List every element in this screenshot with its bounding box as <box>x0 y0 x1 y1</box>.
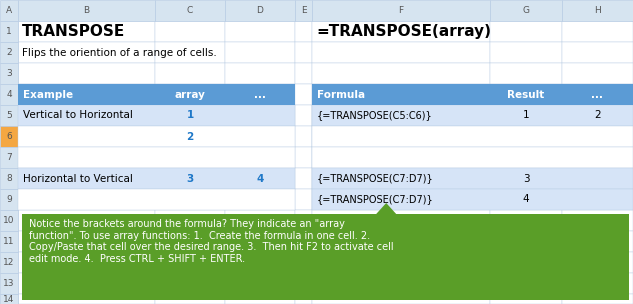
FancyBboxPatch shape <box>295 126 312 147</box>
Text: Vertical to Horizontal: Vertical to Horizontal <box>23 110 133 120</box>
FancyBboxPatch shape <box>225 231 295 252</box>
FancyBboxPatch shape <box>155 231 225 252</box>
Text: E: E <box>301 6 306 15</box>
FancyBboxPatch shape <box>155 147 225 168</box>
FancyBboxPatch shape <box>18 252 155 273</box>
FancyBboxPatch shape <box>295 147 312 168</box>
FancyBboxPatch shape <box>312 252 490 273</box>
Text: 2: 2 <box>6 48 12 57</box>
FancyBboxPatch shape <box>295 0 312 21</box>
FancyBboxPatch shape <box>562 105 633 126</box>
FancyBboxPatch shape <box>562 84 633 105</box>
FancyBboxPatch shape <box>18 21 155 42</box>
FancyBboxPatch shape <box>562 168 633 189</box>
FancyBboxPatch shape <box>18 84 155 105</box>
FancyBboxPatch shape <box>312 210 490 231</box>
FancyBboxPatch shape <box>490 42 562 63</box>
Text: 7: 7 <box>6 153 12 162</box>
FancyBboxPatch shape <box>0 42 18 63</box>
Text: 1: 1 <box>523 110 529 120</box>
FancyBboxPatch shape <box>18 126 155 147</box>
FancyBboxPatch shape <box>0 231 18 252</box>
FancyBboxPatch shape <box>312 147 490 168</box>
FancyBboxPatch shape <box>0 294 18 304</box>
FancyBboxPatch shape <box>312 105 490 126</box>
FancyBboxPatch shape <box>225 0 295 21</box>
Text: Example: Example <box>23 89 73 99</box>
Text: 2: 2 <box>594 110 601 120</box>
Text: B: B <box>84 6 89 15</box>
FancyBboxPatch shape <box>490 231 562 252</box>
FancyBboxPatch shape <box>18 189 295 210</box>
Text: D: D <box>256 6 263 15</box>
FancyBboxPatch shape <box>0 105 18 126</box>
FancyBboxPatch shape <box>225 63 295 84</box>
Text: 12: 12 <box>3 258 15 267</box>
Text: Horizontal to Vertical: Horizontal to Vertical <box>23 174 133 184</box>
FancyBboxPatch shape <box>490 147 562 168</box>
FancyBboxPatch shape <box>225 42 295 63</box>
FancyBboxPatch shape <box>225 21 295 42</box>
Text: 3: 3 <box>523 174 529 184</box>
FancyBboxPatch shape <box>155 63 225 84</box>
FancyBboxPatch shape <box>312 0 490 21</box>
FancyBboxPatch shape <box>312 168 490 189</box>
FancyBboxPatch shape <box>18 0 155 21</box>
FancyBboxPatch shape <box>0 273 18 294</box>
FancyBboxPatch shape <box>155 189 225 210</box>
FancyBboxPatch shape <box>490 126 562 147</box>
FancyBboxPatch shape <box>18 105 155 126</box>
FancyBboxPatch shape <box>225 105 295 126</box>
FancyBboxPatch shape <box>18 168 155 189</box>
FancyBboxPatch shape <box>155 21 225 42</box>
FancyBboxPatch shape <box>312 105 633 126</box>
FancyBboxPatch shape <box>225 294 295 304</box>
FancyBboxPatch shape <box>295 84 312 105</box>
FancyBboxPatch shape <box>18 273 155 294</box>
FancyBboxPatch shape <box>155 105 225 126</box>
FancyBboxPatch shape <box>18 126 295 147</box>
FancyBboxPatch shape <box>295 273 312 294</box>
Text: 6: 6 <box>6 132 12 141</box>
FancyBboxPatch shape <box>490 84 562 105</box>
FancyBboxPatch shape <box>18 168 295 189</box>
FancyBboxPatch shape <box>225 126 295 147</box>
FancyBboxPatch shape <box>0 252 18 273</box>
FancyBboxPatch shape <box>295 231 312 252</box>
FancyBboxPatch shape <box>0 126 18 147</box>
Polygon shape <box>376 203 396 214</box>
FancyBboxPatch shape <box>312 84 490 105</box>
Text: TRANSPOSE: TRANSPOSE <box>22 24 125 39</box>
FancyBboxPatch shape <box>0 21 18 42</box>
FancyBboxPatch shape <box>312 147 633 168</box>
FancyBboxPatch shape <box>155 273 225 294</box>
FancyBboxPatch shape <box>295 63 312 84</box>
FancyBboxPatch shape <box>18 84 295 105</box>
FancyBboxPatch shape <box>562 294 633 304</box>
FancyBboxPatch shape <box>18 105 295 126</box>
Text: ...: ... <box>254 89 266 99</box>
FancyBboxPatch shape <box>225 168 295 189</box>
FancyBboxPatch shape <box>18 147 155 168</box>
FancyBboxPatch shape <box>312 63 490 84</box>
FancyBboxPatch shape <box>490 105 562 126</box>
Text: C: C <box>187 6 193 15</box>
FancyBboxPatch shape <box>18 210 155 231</box>
Text: 14: 14 <box>3 295 15 303</box>
Text: A: A <box>6 6 12 15</box>
FancyBboxPatch shape <box>155 294 225 304</box>
FancyBboxPatch shape <box>225 84 295 105</box>
FancyBboxPatch shape <box>562 189 633 210</box>
FancyBboxPatch shape <box>490 63 562 84</box>
Text: H: H <box>594 6 601 15</box>
Text: Notice the brackets around the formula? They indicate an "array
function". To us: Notice the brackets around the formula? … <box>29 219 394 264</box>
FancyBboxPatch shape <box>490 0 562 21</box>
FancyBboxPatch shape <box>155 252 225 273</box>
FancyBboxPatch shape <box>155 0 225 21</box>
FancyBboxPatch shape <box>562 42 633 63</box>
FancyBboxPatch shape <box>312 231 490 252</box>
FancyBboxPatch shape <box>562 63 633 84</box>
Text: 3: 3 <box>186 174 194 184</box>
FancyBboxPatch shape <box>562 210 633 231</box>
